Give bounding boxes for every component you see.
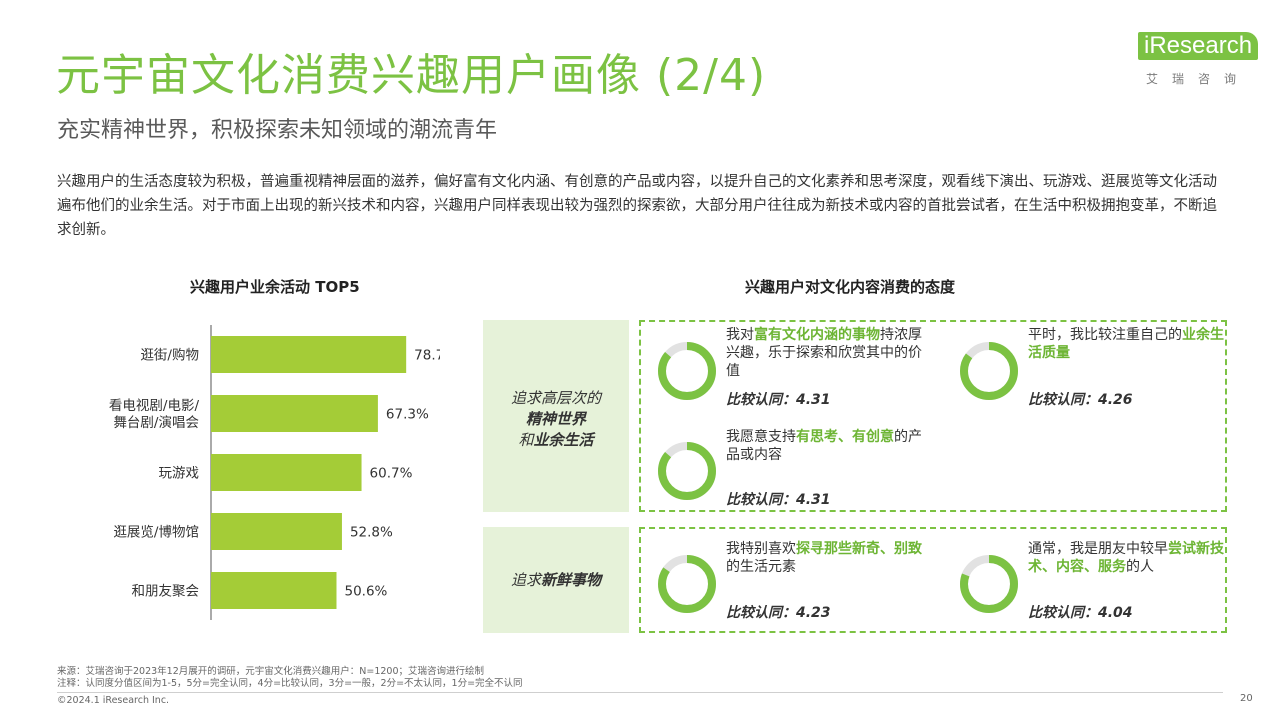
ring-arc	[658, 342, 716, 400]
category-label: 和朋友聚会	[132, 584, 200, 600]
ring-arc	[658, 442, 716, 500]
group-label-box-spiritual: 追求高层次的 精神世界 和业余生活	[483, 320, 629, 512]
bar	[211, 513, 342, 550]
score-ring	[658, 442, 716, 500]
bar	[211, 572, 337, 609]
page-subtitle: 充实精神世界，积极探索未知领域的潮流青年	[57, 118, 498, 143]
logo-wordmark: iResearch	[1138, 32, 1259, 60]
statement-text: 平时，我比较注重自己的业余生活质量	[1028, 327, 1224, 361]
bar	[211, 454, 362, 491]
footer-divider	[57, 692, 1223, 693]
value-label: 50.6%	[344, 584, 387, 600]
agreement-score: 比较认同：4.31	[726, 392, 831, 408]
scale-note-text: 注释：认同度分值区间为1-5，5分=完全认同，4分=比较认同，3分=一般，2分=…	[57, 678, 523, 689]
logo-chinese-name: 艾瑞咨询	[1146, 72, 1251, 86]
agreement-score: 比较认同：4.23	[726, 605, 831, 621]
bar	[211, 336, 407, 373]
attitude-panel-title: 兴趣用户对文化内容消费的态度	[745, 278, 956, 296]
group-label-box-novelty: 追求新鲜事物	[483, 527, 629, 633]
category-label: 玩游戏	[159, 466, 200, 482]
statement-text: 通常，我是朋友中较早尝试新技术、内容、服务的人	[1028, 541, 1224, 575]
statement-text: 我愿意支持有思考、有创意的产品或内容	[726, 429, 922, 463]
score-ring	[658, 342, 716, 400]
group-label-novelty: 追求新鲜事物	[510, 571, 602, 589]
copyright: ©2024.1 iResearch Inc.	[57, 695, 170, 706]
score-ring	[658, 555, 716, 613]
source-text: 来源：艾瑞咨询于2023年12月展开的调研，元宇宙文化消费兴趣用户：N=1200…	[57, 666, 485, 677]
page-title: 元宇宙文化消费兴趣用户画像 (2/4)	[56, 50, 767, 101]
value-label: 52.8%	[350, 525, 393, 541]
value-label: 67.3%	[386, 407, 429, 423]
agreement-score: 比较认同：4.31	[726, 492, 831, 508]
value-label: 60.7%	[370, 466, 413, 482]
intro-paragraph: 兴趣用户的生活态度较为积极，普遍重视精神层面的滋养，偏好富有文化内涵、有创意的产…	[57, 174, 1217, 238]
bar-chart-title: 兴趣用户业余活动 TOP5	[190, 278, 360, 296]
source-note: 来源：艾瑞咨询于2023年12月展开的调研，元宇宙文化消费兴趣用户：N=1200…	[57, 666, 523, 690]
ring-arc	[960, 555, 1018, 613]
category-label: 看电视剧/电影/舞台剧/演唱会	[109, 398, 200, 431]
activity-bar-chart: 逛街/购物 78.7% 看电视剧/电影/舞台剧/演唱会 67.3% 玩游戏 60.7% 逛展…	[109, 325, 440, 620]
page-number: 20	[1240, 693, 1253, 704]
category-label: 逛展览/博物馆	[113, 524, 199, 541]
statement-text: 我对富有文化内涵的事物持浓厚兴趣，乐于探索和欣赏其中的价值	[726, 327, 922, 379]
attitude-box-spiritual	[639, 320, 1227, 512]
score-ring	[960, 342, 1018, 400]
iresearch-logo: iResearch 艾瑞咨询	[1138, 30, 1259, 86]
ring-arc	[960, 342, 1018, 400]
ring-arc	[658, 555, 716, 613]
agreement-score: 比较认同：4.26	[1028, 392, 1133, 408]
group-label-spiritual: 追求高层次的 精神世界 和业余生活	[510, 389, 601, 449]
value-label: 78.7%	[414, 348, 440, 364]
bar	[211, 395, 378, 432]
attitude-box-novelty	[639, 527, 1227, 633]
category-label: 逛街/购物	[140, 348, 199, 364]
agreement-score: 比较认同：4.04	[1028, 605, 1133, 621]
score-ring	[960, 555, 1018, 613]
statement-text: 我特别喜欢探寻那些新奇、别致的生活元素	[726, 541, 922, 575]
